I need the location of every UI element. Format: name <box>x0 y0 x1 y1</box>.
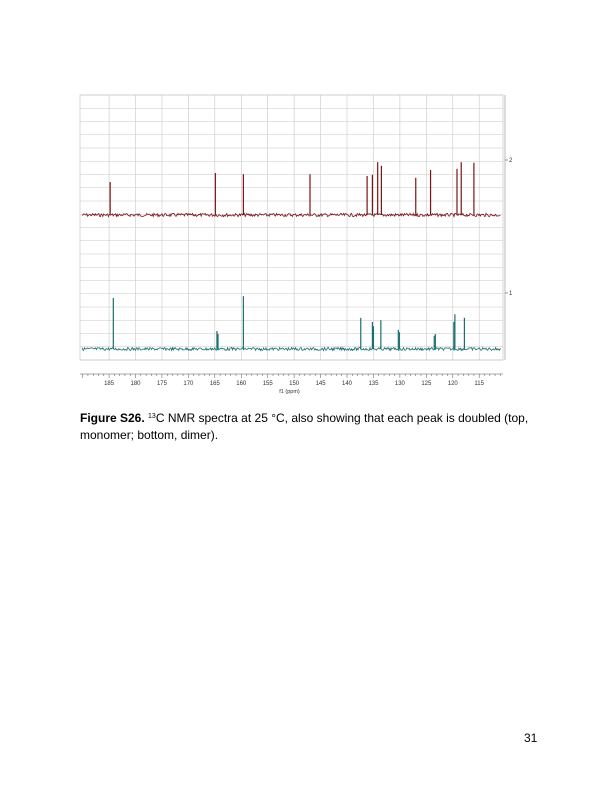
x-tick-label: 155 <box>263 381 274 387</box>
chart-grid <box>79 94 504 361</box>
x-tick-label: 185 <box>104 381 115 387</box>
trace-top-monomer <box>81 162 501 218</box>
plot-frame <box>79 94 504 361</box>
caption-text: C NMR spectra at 25 °C, also showing tha… <box>80 411 529 442</box>
x-tick-label: 130 <box>395 381 406 387</box>
x-axis: 185 180 175 170 165 160 155 150 145 140 135 130 125 1… <box>80 373 503 395</box>
figure-label: Figure S26. <box>80 411 145 425</box>
x-tick-label: 160 <box>236 381 247 387</box>
trace-bottom-dimer <box>81 296 501 352</box>
trace-label: 1 <box>509 291 513 297</box>
x-tick-label: 145 <box>316 381 327 387</box>
trace-label-axis: 21 <box>504 95 513 360</box>
x-axis-label: f1 (ppm) <box>279 389 300 395</box>
baseline-noise <box>81 212 501 218</box>
x-tick-label: 170 <box>183 381 194 387</box>
x-tick-label: 150 <box>289 381 300 387</box>
x-tick-label: 125 <box>421 381 432 387</box>
figure-caption: Figure S26. 13C NMR spectra at 25 °C, al… <box>80 410 540 444</box>
x-tick-label: 175 <box>157 381 168 387</box>
page-number: 31 <box>524 731 538 745</box>
isotope-superscript: 13 <box>148 413 156 420</box>
x-tick-label: 135 <box>368 381 379 387</box>
baseline-noise <box>81 346 501 352</box>
trace-label: 2 <box>509 158 513 164</box>
x-tick-label: 180 <box>131 381 142 387</box>
x-tick-label: 120 <box>448 381 459 387</box>
x-tick-label: 140 <box>342 381 353 387</box>
x-tick-label: 115 <box>474 381 484 387</box>
nmr-spectrum-chart: 185 180 175 170 165 160 155 150 145 140 135 130 125 1… <box>79 94 513 395</box>
x-tick-label: 165 <box>210 381 221 387</box>
